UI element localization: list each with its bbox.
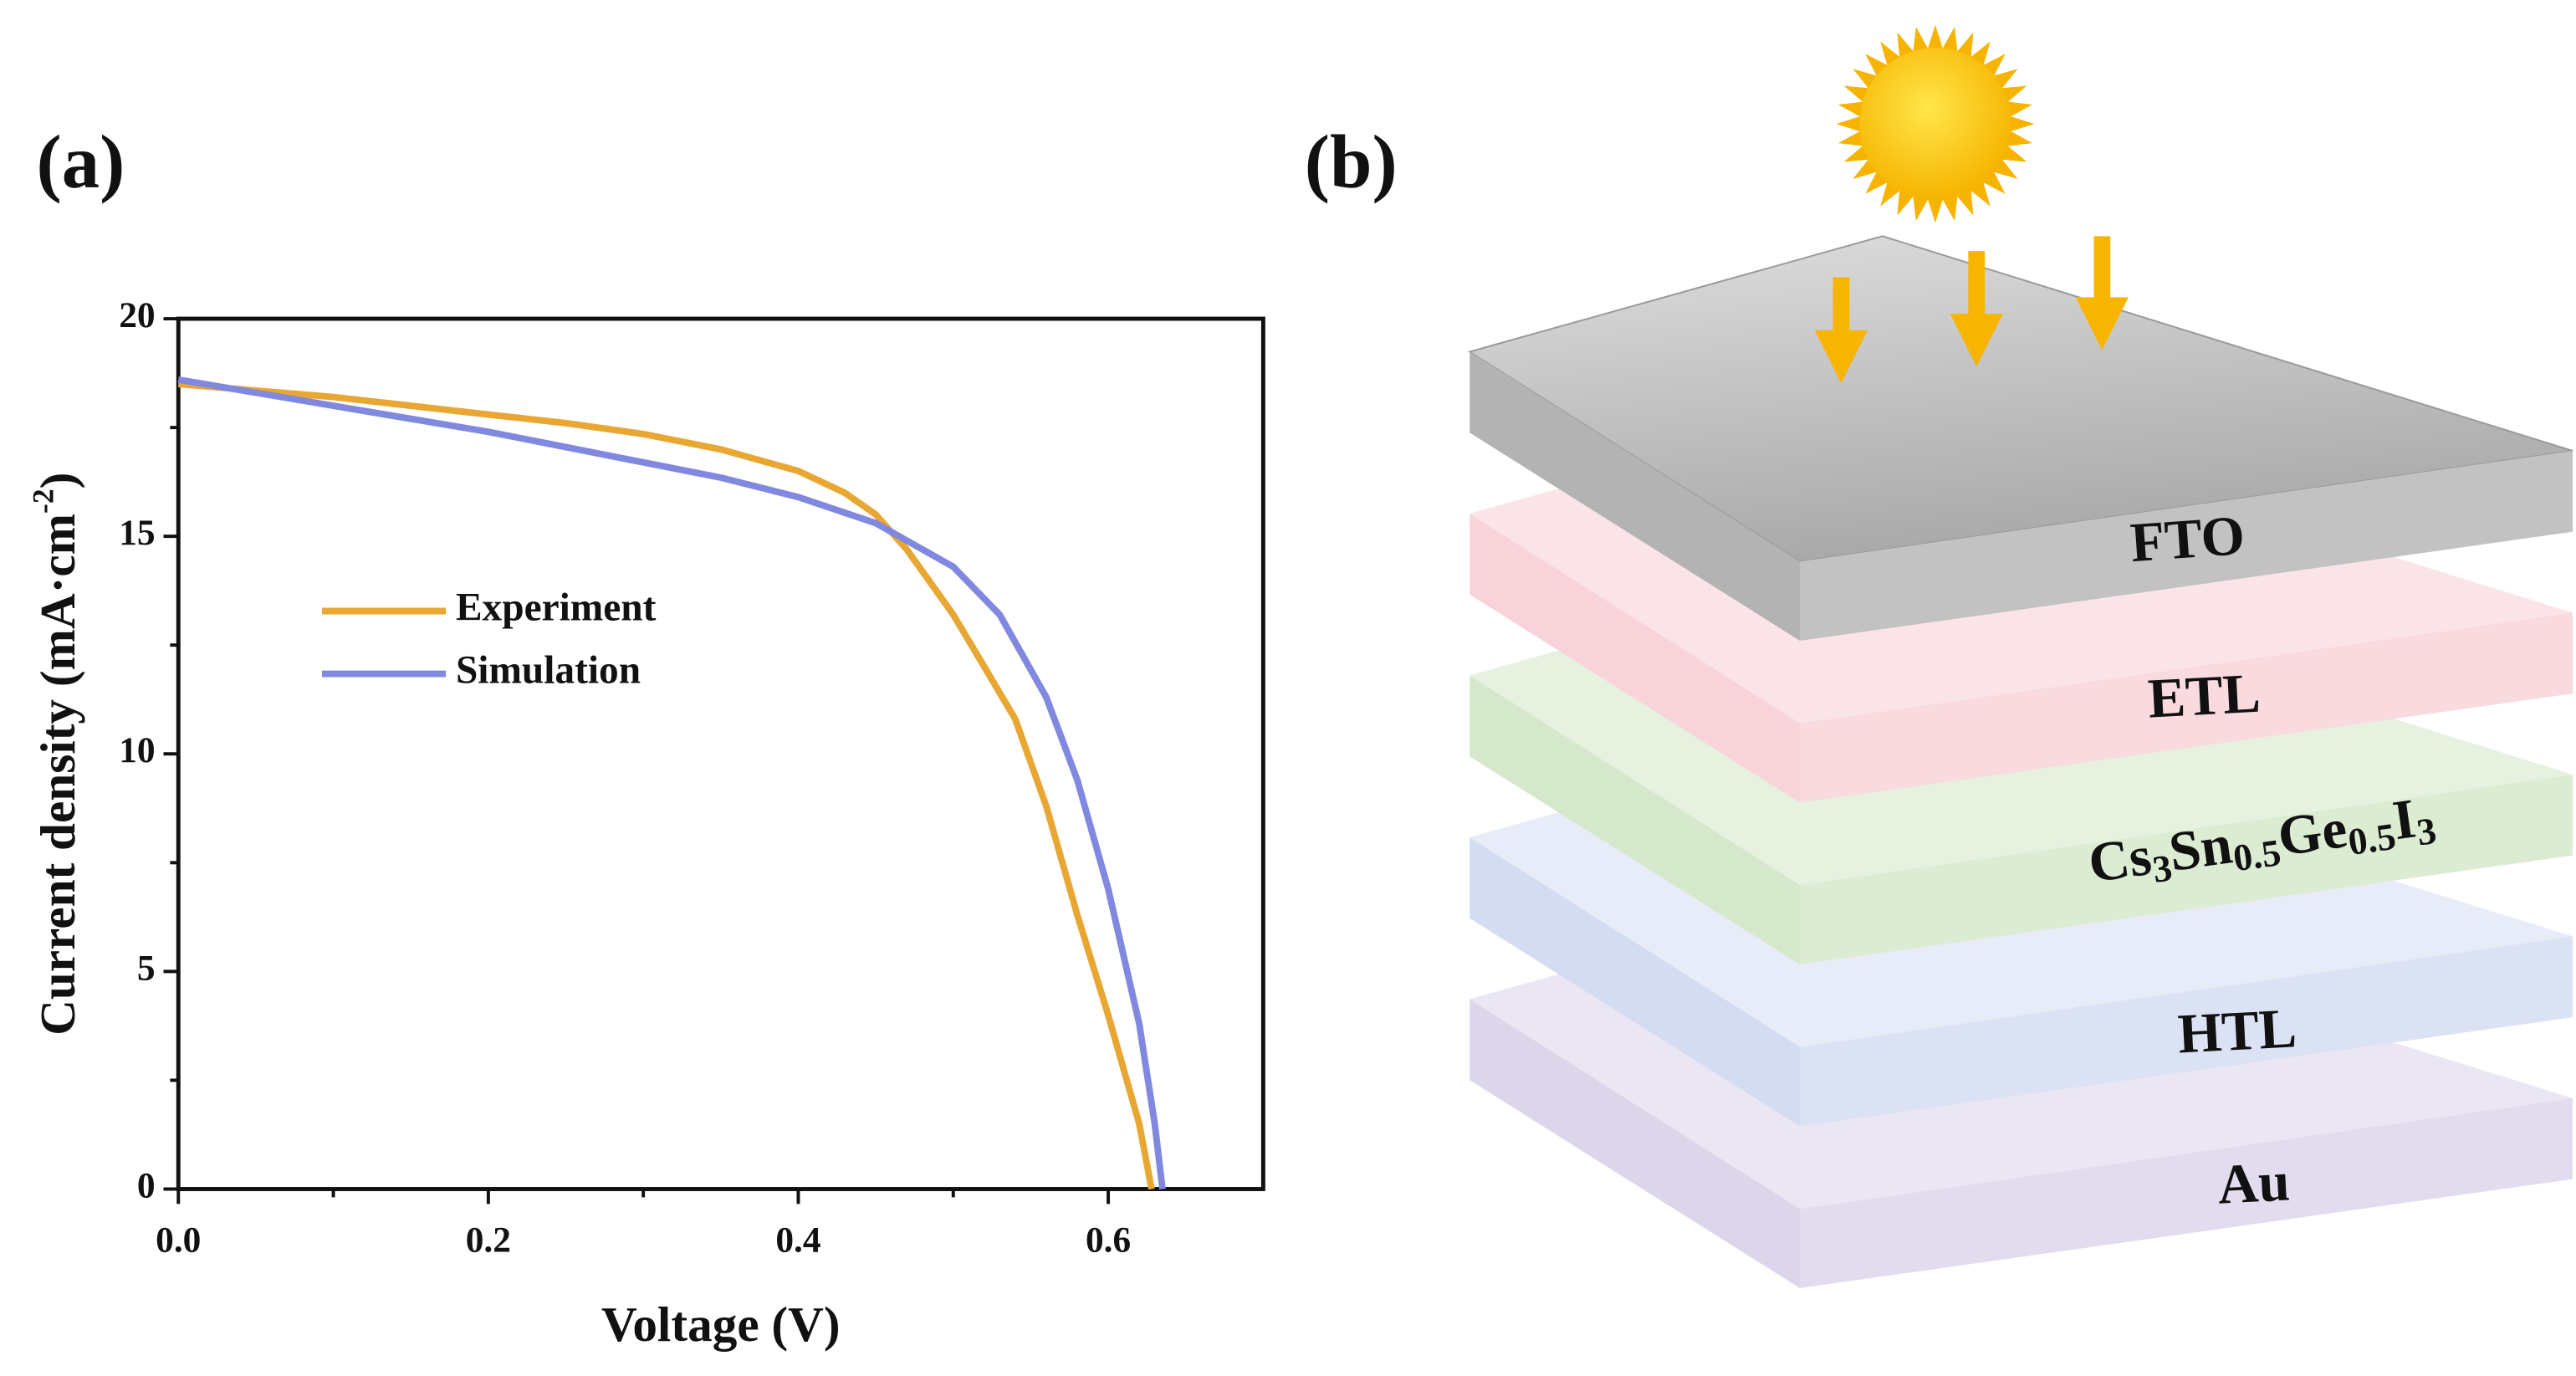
slab-left xyxy=(1469,836,1801,1127)
chart: 0.0 0.2 0.4 0.6 0 5 10 15 20 Voltage (V) Current d… xyxy=(26,295,1265,1352)
slab-right xyxy=(1800,1097,2573,1288)
layer-label-part: 0.5 xyxy=(2345,816,2398,863)
y-tick-label: 0 xyxy=(137,1165,156,1205)
layer-label-part: 0.5 xyxy=(2231,831,2283,879)
layer-label: HTL xyxy=(2176,997,2297,1066)
series-line xyxy=(177,376,1166,1189)
slab-right xyxy=(1800,936,2573,1127)
x-tick-label: 0.4 xyxy=(775,1220,820,1261)
y-tick-label: 15 xyxy=(119,513,155,553)
slab-left xyxy=(1469,351,1801,642)
y-axis-label-part: ) xyxy=(30,473,85,489)
x-tick-label: 0.0 xyxy=(156,1220,201,1261)
y-axis-label-part: -2 xyxy=(26,489,59,514)
layer-label-part: Au xyxy=(2216,1150,2292,1216)
sun xyxy=(1859,48,2011,200)
layer-label: FTO xyxy=(2129,504,2247,574)
panel-label: (b) xyxy=(1305,120,1398,204)
slab-right xyxy=(1800,774,2573,965)
layer-label-part: Cs xyxy=(2085,824,2155,895)
x-axis-label: Voltage (V) xyxy=(601,1297,841,1352)
slab-left xyxy=(1469,514,1801,803)
layer-slab xyxy=(1467,235,2573,642)
layer-label-part: Sn xyxy=(2165,813,2236,884)
slab-right xyxy=(1800,612,2573,803)
slab-left xyxy=(1469,999,1801,1288)
x-tick-label: 0.2 xyxy=(466,1220,511,1261)
series-line xyxy=(177,381,1155,1190)
layer-label: ETL xyxy=(2146,662,2262,730)
y-tick-label: 20 xyxy=(119,295,155,335)
y-axis-label-part: Current density (mA·cm xyxy=(30,514,85,1036)
layer-label-part: Ge xyxy=(2274,796,2351,868)
slab-right xyxy=(1800,450,2573,642)
panel-label: (a) xyxy=(36,120,125,204)
layer-label-part: FTO xyxy=(2129,504,2247,574)
layer-label-part: ETL xyxy=(2146,662,2262,730)
layer-label-part: HTL xyxy=(2176,997,2297,1066)
layer-label: Au xyxy=(2216,1150,2292,1216)
slab-left xyxy=(1469,675,1801,965)
arrow xyxy=(1950,251,2003,367)
x-tick-label: 0.6 xyxy=(1086,1220,1131,1261)
sun-icon xyxy=(1836,24,2035,223)
legend-label: Simulation xyxy=(456,648,641,692)
y-tick-label: 5 xyxy=(137,948,156,988)
legend-label: Experiment xyxy=(456,586,657,629)
y-axis-label: Current density (mA·cm-2) xyxy=(26,473,84,1036)
y-tick-label: 10 xyxy=(119,730,155,770)
arrow xyxy=(2075,236,2129,350)
